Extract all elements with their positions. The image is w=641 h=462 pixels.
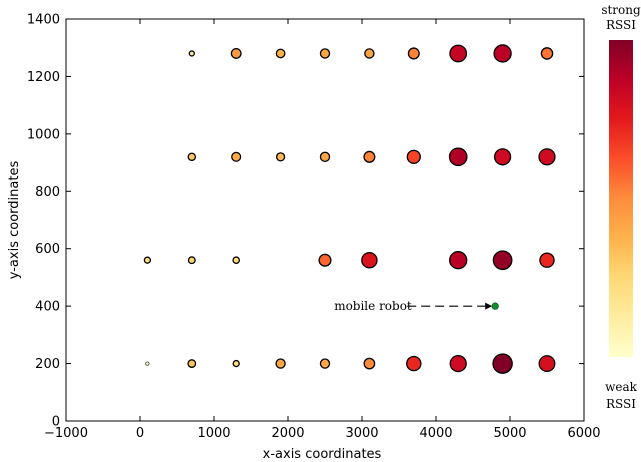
data-point-1 [188, 50, 195, 57]
data-point-5 [364, 48, 375, 59]
data-point-35 [492, 353, 513, 374]
data-point-36 [538, 355, 556, 373]
annotation-arrow-head [485, 302, 493, 310]
data-point-4 [319, 48, 331, 59]
data-point-12 [275, 152, 286, 162]
y-tick-label-0: 0 [52, 415, 60, 430]
data-point-10 [187, 152, 197, 162]
colorbar-gradient-bar [609, 40, 633, 357]
data-point-11 [231, 151, 242, 162]
data-point-31 [319, 358, 331, 369]
data-point-30 [275, 358, 286, 369]
data-point-22 [318, 253, 332, 267]
colorbar-top-label-line1: strong [601, 3, 641, 17]
data-point-24 [449, 251, 468, 270]
data-point-13 [319, 151, 331, 163]
x-axis-label: x-axis coordinates [263, 447, 382, 462]
data-point-25 [492, 250, 513, 271]
data-point-19 [143, 256, 152, 264]
colorbar-top-label-line2: RSSI [606, 18, 636, 32]
data-point-33 [406, 355, 422, 372]
x-tick-label-2: 1000 [197, 426, 230, 441]
data-point-8 [493, 44, 512, 63]
x-tick-label-5: 4000 [419, 426, 452, 441]
y-tick-label-2: 400 [35, 300, 60, 315]
x-tick-label-3: 2000 [271, 426, 304, 441]
data-point-15 [406, 149, 421, 164]
data-point-7 [449, 44, 468, 63]
data-point-29 [232, 359, 240, 368]
colorbar-bottom-label-line2: RSSI [606, 397, 636, 411]
y-tick-label-7: 1400 [27, 13, 60, 28]
data-point-20 [187, 256, 196, 265]
y-tick-label-4: 800 [35, 185, 60, 200]
y-tick-label-3: 600 [35, 242, 60, 257]
data-point-23 [361, 251, 378, 269]
data-point-17 [493, 148, 512, 166]
y-axis-label: y-axis coordinates [7, 161, 22, 280]
data-point-14 [363, 150, 376, 163]
y-tick-label-1: 200 [35, 357, 60, 372]
axes-frame [65, 18, 585, 422]
data-point-16 [448, 147, 468, 167]
plot-area: mobile robot [66, 19, 584, 421]
x-tick-label-7: 6000 [567, 426, 600, 441]
colorbar-bottom-label-line1: weak [605, 380, 638, 394]
x-tick-label-6: 5000 [493, 426, 526, 441]
annotation-mobile-robot-label: mobile robot [334, 299, 412, 313]
x-tick-label-0: −1000 [44, 426, 88, 441]
plot-background [66, 19, 584, 421]
data-point-26 [539, 252, 555, 268]
data-point-21 [232, 256, 241, 265]
data-point-2 [230, 48, 242, 59]
data-point-9 [540, 47, 554, 60]
mobile-robot-marker [491, 302, 499, 310]
data-point-3 [275, 48, 286, 59]
data-point-18 [538, 148, 556, 166]
data-point-27 [145, 361, 150, 366]
y-tick-label-6: 1200 [27, 70, 60, 85]
data-point-34 [449, 354, 467, 373]
data-point-6 [407, 47, 420, 60]
x-tick-label-1: 0 [136, 426, 144, 441]
axes: −1000 0 1000 2000 3000 4000 5000 60000200400600… [27, 13, 601, 442]
colorbar: strong RSSI weak RSSI [601, 3, 641, 411]
data-point-28 [187, 359, 197, 368]
x-tick-label-4: 3000 [345, 426, 378, 441]
y-tick-label-5: 1000 [27, 127, 60, 142]
data-point-32 [363, 357, 376, 370]
